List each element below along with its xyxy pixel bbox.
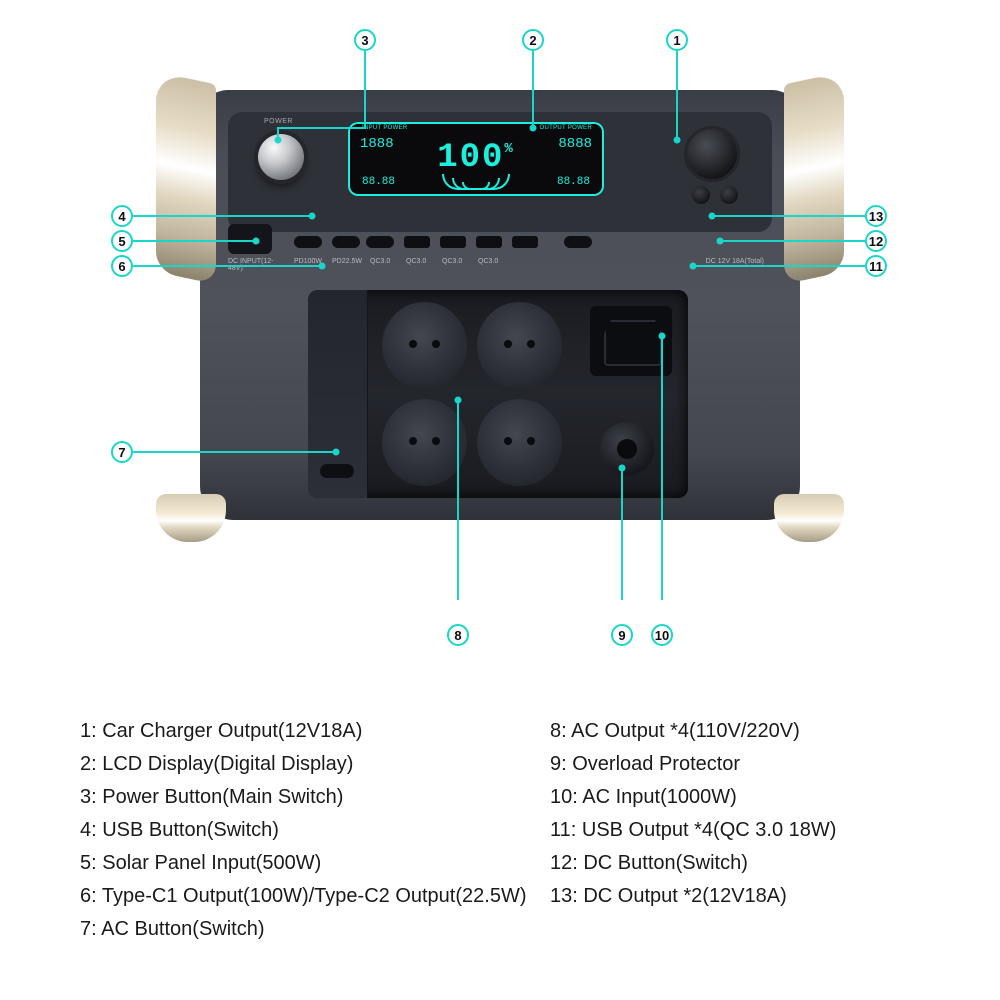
power-button (258, 134, 304, 180)
handle-left (156, 78, 216, 278)
foot-right (774, 494, 844, 542)
callout-13: 13 (865, 205, 887, 227)
legend-item: 12: DC Button(Switch) (550, 852, 940, 875)
callout-6: 6 (111, 255, 133, 277)
legend-item: 4: USB Button(Switch) (80, 819, 550, 842)
ac-switch-btn (320, 464, 354, 478)
car-charger-port (684, 126, 740, 182)
lbl-qc: QC3.0 (442, 258, 468, 272)
dc-input-port (228, 224, 272, 254)
top-strip: POWER INPUT POWER OUTPUT POWER 1888 8888… (228, 112, 772, 232)
lbl-qc: QC3.0 (478, 258, 504, 272)
callout-8: 8 (447, 624, 469, 646)
lcd-arcs (436, 172, 516, 190)
handle-right (784, 78, 844, 278)
callout-4: 4 (111, 205, 133, 227)
callout-9: 9 (611, 624, 633, 646)
callout-12: 12 (865, 230, 887, 252)
overload-protector (600, 422, 654, 476)
usb-port (440, 236, 466, 248)
diagram-stage: POWER INPUT POWER OUTPUT POWER 1888 8888… (0, 0, 1000, 600)
port-labels: DC INPUT(12-48V) PD100W PD22.5W QC3.0 QC… (228, 258, 772, 272)
ac-sockets (382, 302, 562, 486)
lbl-qc: QC3.0 (406, 258, 432, 272)
legend-item: 2: LCD Display(Digital Display) (80, 753, 550, 776)
usb-switch-btn (294, 236, 322, 248)
legend: 1: Car Charger Output(12V18A) 8: AC Outp… (80, 720, 940, 941)
legend-item: 9: Overload Protector (550, 753, 940, 776)
legend-item: 11: USB Output *4(QC 3.0 18W) (550, 819, 940, 842)
lcd-display: INPUT POWER OUTPUT POWER 1888 8888 100% … (348, 122, 604, 196)
device-body: POWER INPUT POWER OUTPUT POWER 1888 8888… (200, 90, 800, 520)
ac-socket (477, 399, 562, 486)
recess-left (308, 290, 368, 498)
lcd-pct: % (504, 141, 514, 157)
usb-port (404, 236, 430, 248)
legend-item: 13: DC Output *2(12V18A) (550, 885, 940, 908)
legend-empty (550, 918, 940, 941)
lcd-left-sub: 88.88 (362, 176, 395, 188)
callout-7: 7 (111, 441, 133, 463)
lcd-left-main: 1888 (360, 136, 394, 152)
lbl-qc: QC3.0 (370, 258, 396, 272)
dc-output-pair (692, 186, 738, 204)
legend-item: 6: Type-C1 Output(100W)/Type-C2 Output(2… (80, 885, 550, 908)
callout-3: 3 (354, 29, 376, 51)
typec-ports (332, 234, 394, 248)
ac-socket (477, 302, 562, 389)
lcd-input-hdr: INPUT POWER (362, 125, 408, 131)
lbl-dcin: DC INPUT(12-48V) (228, 258, 284, 272)
lower-recess (308, 290, 688, 498)
ac-input-port (590, 306, 672, 376)
usb-port (476, 236, 502, 248)
lbl-dc12: DC 12V 18A(Total) (706, 258, 764, 272)
lcd-right-main: 8888 (558, 136, 592, 152)
ac-socket (382, 399, 467, 486)
lbl-pd1: PD100W (294, 258, 322, 272)
legend-item: 1: Car Charger Output(12V18A) (80, 720, 550, 743)
lbl-pd2: PD22.5W (332, 258, 360, 272)
dc-switch-btn (564, 236, 592, 248)
callout-2: 2 (522, 29, 544, 51)
lcd-output-hdr: OUTPUT POWER (540, 125, 593, 131)
legend-item: 3: Power Button(Main Switch) (80, 786, 550, 809)
legend-item: 7: AC Button(Switch) (80, 918, 550, 941)
ac-socket (382, 302, 467, 389)
foot-left (156, 494, 226, 542)
callout-10: 10 (651, 624, 673, 646)
lcd-right-sub: 88.88 (557, 176, 590, 188)
legend-item: 10: AC Input(1000W) (550, 786, 940, 809)
legend-item: 5: Solar Panel Input(500W) (80, 852, 550, 875)
legend-item: 8: AC Output *4(110V/220V) (550, 720, 940, 743)
port-row (228, 234, 772, 280)
power-label: POWER (264, 118, 293, 125)
callout-11: 11 (865, 255, 887, 277)
callout-1: 1 (666, 29, 688, 51)
callout-5: 5 (111, 230, 133, 252)
usb-port (512, 236, 538, 248)
